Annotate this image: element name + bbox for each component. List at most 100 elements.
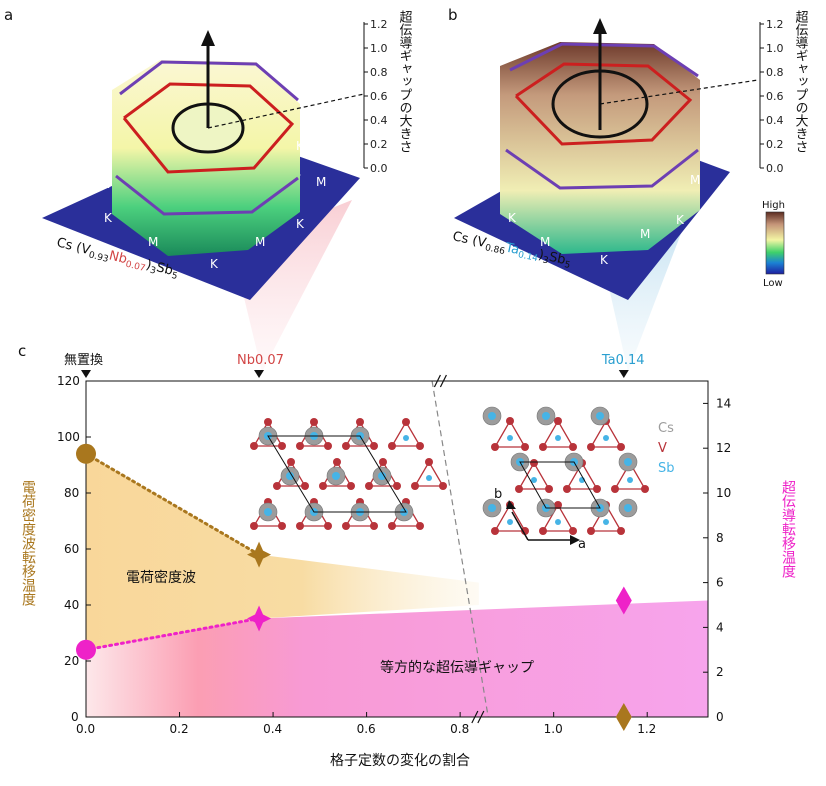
- z-tick-label: 0.0: [370, 162, 388, 175]
- sb-atom: [627, 477, 633, 483]
- v-atom: [356, 418, 364, 426]
- lattice-b-label: b: [494, 487, 502, 502]
- v-bond-triangle: [589, 503, 623, 532]
- top-markers: 無置換 Nb0.07 Ta0.14: [64, 353, 645, 378]
- z-tick-label: 0.4: [766, 114, 784, 127]
- bz-label-k: K: [210, 257, 219, 271]
- bz-label-m: M: [148, 235, 158, 249]
- sb-atom: [332, 472, 340, 480]
- v-bond-triangle: [493, 503, 527, 532]
- panel-a-label: a: [4, 6, 13, 24]
- v-atom: [539, 527, 547, 535]
- z-tick-label: 0.8: [766, 66, 784, 79]
- v-bond-triangle: [390, 420, 422, 447]
- sb-atom: [624, 504, 632, 512]
- x-tick-label: 0.4: [263, 722, 282, 736]
- z-arrow-head-b: [593, 18, 607, 34]
- y-left-tick-label: 80: [64, 486, 79, 500]
- v-atom: [319, 482, 327, 490]
- sb-atom: [542, 412, 550, 420]
- v-atom: [324, 522, 332, 530]
- z-tick-label: 1.0: [370, 42, 388, 55]
- y-left-tick-label: 100: [57, 430, 80, 444]
- colorbar: [765, 211, 785, 275]
- sc-region-label: 等方的な超伝導ギャップ: [380, 659, 534, 676]
- v-atom: [278, 442, 286, 450]
- sb-atom: [264, 508, 272, 516]
- data-point: [76, 639, 96, 660]
- bz-label-m: M: [255, 235, 265, 249]
- z-tick-label: 0.8: [370, 66, 388, 79]
- sb-atom: [286, 472, 294, 480]
- gap-surface-b: [500, 42, 700, 254]
- y-right-tick-label: 2: [716, 665, 724, 679]
- v-atom: [416, 442, 424, 450]
- z-tick-label: 1.2: [766, 18, 784, 31]
- v-atom: [515, 485, 523, 493]
- y-left-tick-label: 120: [57, 374, 80, 388]
- v-bond-triangle: [565, 461, 599, 490]
- x-tick-label: 0.0: [76, 722, 95, 736]
- bz-label-k: K: [296, 217, 305, 231]
- legend-sb: Sb: [658, 461, 675, 476]
- v-atom: [296, 442, 304, 450]
- v-atom: [379, 458, 387, 466]
- panel-b-label: b: [448, 6, 458, 24]
- colorbar-low-label: Low: [763, 278, 783, 289]
- gap-guide-line-b: [599, 79, 759, 105]
- data-point: [615, 586, 632, 615]
- series-dotted-line: [84, 452, 261, 557]
- y-right-tick-label: 6: [716, 576, 724, 590]
- cdw-region-label: 電荷密度波: [126, 569, 196, 586]
- z-axis-title-b: 超伝導ギャップの大きさ: [793, 10, 809, 153]
- top-marker-label: Ta0.14: [601, 353, 645, 368]
- v-atom: [425, 458, 433, 466]
- v-atom: [342, 522, 350, 530]
- y-left-tick-label: 20: [64, 654, 79, 668]
- z-tick-label: 1.0: [766, 42, 784, 55]
- axes: 0.0 0.2 0.4 0.6 0.8 1.0 1.2 0 20 40 60 80 100 120 0 2 4 6…: [57, 374, 731, 736]
- sb-atom: [488, 504, 496, 512]
- z-tick-label: 1.2: [370, 18, 388, 31]
- axis-break-mark: [477, 710, 485, 724]
- v-atom: [506, 417, 514, 425]
- sb-atom: [403, 435, 409, 441]
- y-right-tick-label: 0: [716, 710, 724, 724]
- x-tick-label: 0.6: [357, 722, 376, 736]
- data-point: [247, 605, 272, 632]
- legend-v: V: [658, 441, 667, 456]
- v-atom: [250, 442, 258, 450]
- y-left-tick-label: 60: [64, 542, 79, 556]
- sb-atom: [488, 412, 496, 420]
- axis-break-mark: [471, 710, 479, 724]
- unit-cell-right: [519, 461, 601, 509]
- z-arrow-head-a: [201, 30, 215, 46]
- v-atom: [491, 527, 499, 535]
- gap-guide-line-a: [207, 93, 365, 129]
- panel-b-gap-3d: b M K M M K K M 1.2 1.0 0.8 0.6 0.4 0.2 0.0 超伝…: [448, 6, 808, 300]
- sb-atom: [555, 435, 561, 441]
- bz-label-m: M: [316, 175, 326, 189]
- v-atom: [617, 527, 625, 535]
- top-marker-label: 無置換: [64, 353, 103, 368]
- bz-label-m: M: [690, 173, 700, 187]
- z-axis-ticks-a: 1.2 1.0 0.8 0.6 0.4 0.2 0.0: [364, 18, 388, 175]
- y-left-tick-label: 40: [64, 598, 79, 612]
- unit-cell-left: [267, 435, 407, 513]
- bz-label-m: M: [100, 177, 110, 191]
- v-atom: [491, 443, 499, 451]
- v-atom: [333, 458, 341, 466]
- lattice-a-label: a: [578, 537, 586, 552]
- y-right-tick-label: 4: [716, 620, 724, 634]
- v-atom: [388, 442, 396, 450]
- y-left-tick-label: 0: [71, 710, 79, 724]
- v-atom: [416, 522, 424, 530]
- axis-break-line: [431, 380, 489, 718]
- v-atom: [370, 522, 378, 530]
- data-series: [76, 443, 632, 731]
- v-atom: [273, 482, 281, 490]
- v-atom: [393, 482, 401, 490]
- y-right-tick-label: 10: [716, 486, 731, 500]
- fermi-contour-purple-bottom-b: [505, 148, 699, 190]
